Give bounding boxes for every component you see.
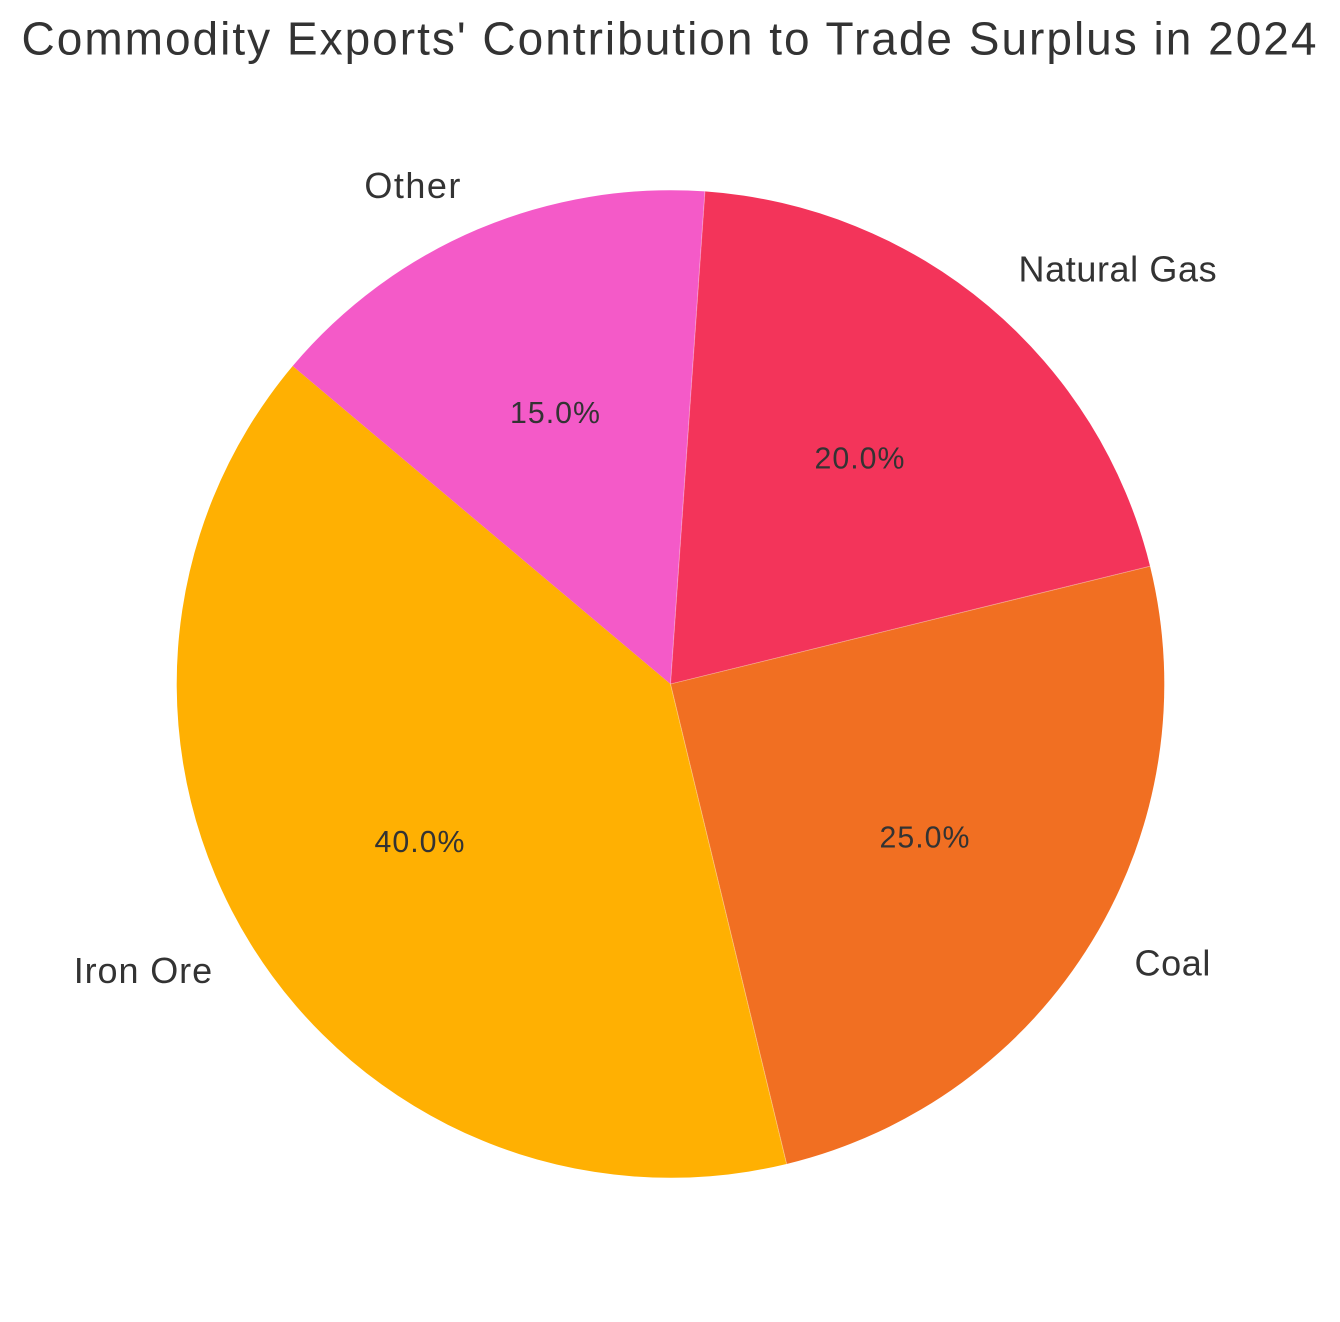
svg-text:Coal: Coal: [1135, 943, 1211, 984]
svg-text:Other: Other: [364, 165, 462, 206]
svg-text:20.0%: 20.0%: [815, 442, 906, 475]
svg-text:Commodity Exports' Contributio: Commodity Exports' Contribution to Trade…: [22, 12, 1319, 64]
svg-text:Iron Ore: Iron Ore: [74, 950, 213, 991]
svg-text:Natural Gas: Natural Gas: [1019, 248, 1218, 289]
svg-text:40.0%: 40.0%: [375, 826, 466, 859]
svg-text:15.0%: 15.0%: [510, 397, 601, 430]
svg-text:25.0%: 25.0%: [880, 822, 971, 855]
